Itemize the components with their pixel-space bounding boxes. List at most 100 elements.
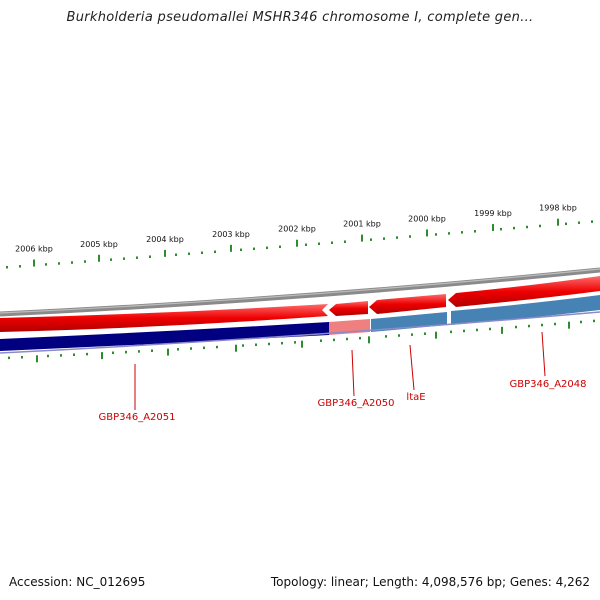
ruler-minor-tick	[253, 247, 255, 251]
ruler-minor-tick	[279, 245, 281, 249]
ruler-minor-tick	[320, 339, 322, 342]
ruler-minor-tick	[461, 231, 463, 234]
ruler-minor-tick	[216, 345, 218, 349]
tick-label: 1999 kbp	[474, 209, 512, 218]
ruler-minor-tick	[333, 338, 335, 342]
ruler-minor-tick	[383, 237, 385, 240]
tick-label: 2006 kbp	[15, 245, 53, 254]
ruler-minor-tick	[370, 238, 372, 241]
ruler-major-tick	[296, 239, 298, 247]
ruler-minor-tick	[19, 265, 21, 268]
ruler-minor-tick	[201, 251, 203, 255]
ruler-minor-tick	[6, 265, 8, 269]
gene-label-a2050[interactable]: GBP346_A2050	[317, 398, 394, 409]
ruler-minor-tick	[424, 332, 426, 335]
tick-label: 2004 kbp	[146, 235, 184, 244]
ruler-major-tick	[368, 336, 370, 344]
ruler-major-tick	[33, 259, 35, 267]
ruler-minor-tick	[240, 248, 242, 252]
ruler-minor-tick	[305, 243, 307, 247]
tick-label: 2002 kbp	[278, 225, 316, 234]
ruler-minor-tick	[463, 329, 465, 333]
ruler-major-tick	[557, 218, 559, 226]
ruler-minor-tick	[539, 224, 541, 228]
backbone-highlight	[0, 268, 600, 314]
accession-text: Accession: NC_012695	[9, 575, 146, 589]
ruler-minor-tick	[149, 255, 151, 258]
ruler-major-tick	[492, 224, 494, 232]
ruler-major-tick	[301, 340, 303, 348]
ruler-minor-tick	[281, 341, 283, 345]
cds-light-block-2[interactable]	[451, 295, 600, 325]
ruler-major-tick	[230, 244, 232, 252]
ruler-minor-tick	[21, 355, 23, 359]
ruler-minor-tick	[318, 242, 320, 246]
map-title: Burkholderia pseudomallei MSHR346 chromo…	[66, 10, 534, 25]
ruler-minor-tick	[448, 232, 450, 235]
tick-label: 2000 kbp	[408, 214, 446, 223]
ruler-major-tick	[36, 355, 38, 363]
ruler-minor-tick	[515, 325, 517, 329]
ruler-major-tick	[435, 331, 437, 339]
ruler-minor-tick	[294, 341, 296, 344]
ruler-major-tick	[164, 249, 166, 257]
genome-stats-text: Topology: linear; Length: 4,098,576 bp; …	[270, 575, 590, 589]
ruler-minor-tick	[344, 240, 346, 243]
leader-line-a2048	[541, 331, 546, 377]
ruler-minor-tick	[578, 221, 580, 224]
ruler-minor-tick	[136, 256, 138, 259]
ruler-minor-tick	[188, 252, 190, 256]
ruler-major-tick	[167, 348, 169, 356]
ruler-major-tick	[101, 352, 103, 360]
ruler-minor-tick	[60, 354, 62, 357]
ruler-minor-tick	[541, 323, 543, 327]
ruler-minor-tick	[214, 250, 216, 254]
ruler-minor-tick	[346, 337, 348, 341]
gene-forward-ltaE[interactable]	[369, 294, 446, 314]
ruler-minor-tick	[396, 236, 398, 239]
ruler-minor-tick	[398, 334, 400, 337]
ruler-minor-tick	[86, 352, 88, 356]
cds-dark-block[interactable]	[0, 322, 329, 351]
ruler-minor-tick	[450, 330, 452, 334]
ruler-minor-tick	[255, 343, 257, 347]
leader-line-ltaE	[409, 344, 415, 391]
ruler-minor-tick	[84, 260, 86, 263]
ruler-top	[6, 218, 593, 269]
tick-label: 2005 kbp	[80, 240, 118, 249]
ruler-minor-tick	[71, 261, 73, 264]
ruler-minor-tick	[385, 335, 387, 338]
gene-forward-a2048[interactable]	[448, 276, 600, 307]
ruler-minor-tick	[474, 230, 476, 233]
leader-line-a2050	[351, 349, 355, 397]
gene-forward-a2050[interactable]	[329, 301, 368, 316]
ruler-major-tick	[361, 234, 363, 242]
gene-label-a2048[interactable]: GBP346_A2048	[509, 379, 586, 390]
ruler-minor-tick	[591, 220, 593, 223]
ruler-major-tick	[98, 254, 100, 262]
backbone-track	[0, 267, 600, 317]
ruler-minor-tick	[8, 356, 10, 360]
gene-forward-main[interactable]	[0, 304, 328, 332]
ruler-minor-tick	[435, 233, 437, 236]
ruler-bottom	[8, 319, 595, 363]
tick-label: 1998 kbp	[539, 204, 577, 213]
ruler-minor-tick	[138, 350, 140, 353]
cds-lower-edge	[0, 311, 600, 354]
ruler-major-tick	[426, 229, 428, 237]
ruler-minor-tick	[489, 327, 491, 331]
gene-label-a2051[interactable]: GBP346_A2051	[98, 412, 175, 423]
ruler-minor-tick	[190, 347, 192, 350]
gene-label-ltaE[interactable]: ltaE	[406, 392, 425, 403]
ruler-minor-tick	[359, 336, 361, 340]
ruler-minor-tick	[409, 235, 411, 238]
ruler-minor-tick	[266, 246, 268, 250]
ruler-major-tick	[568, 321, 570, 329]
ruler-minor-tick	[175, 253, 177, 257]
ruler-minor-tick	[476, 328, 478, 332]
cds-light-block-1[interactable]	[371, 312, 447, 332]
ruler-minor-tick	[177, 348, 179, 351]
ruler-minor-tick	[123, 257, 125, 260]
ruler-minor-tick	[565, 222, 567, 226]
